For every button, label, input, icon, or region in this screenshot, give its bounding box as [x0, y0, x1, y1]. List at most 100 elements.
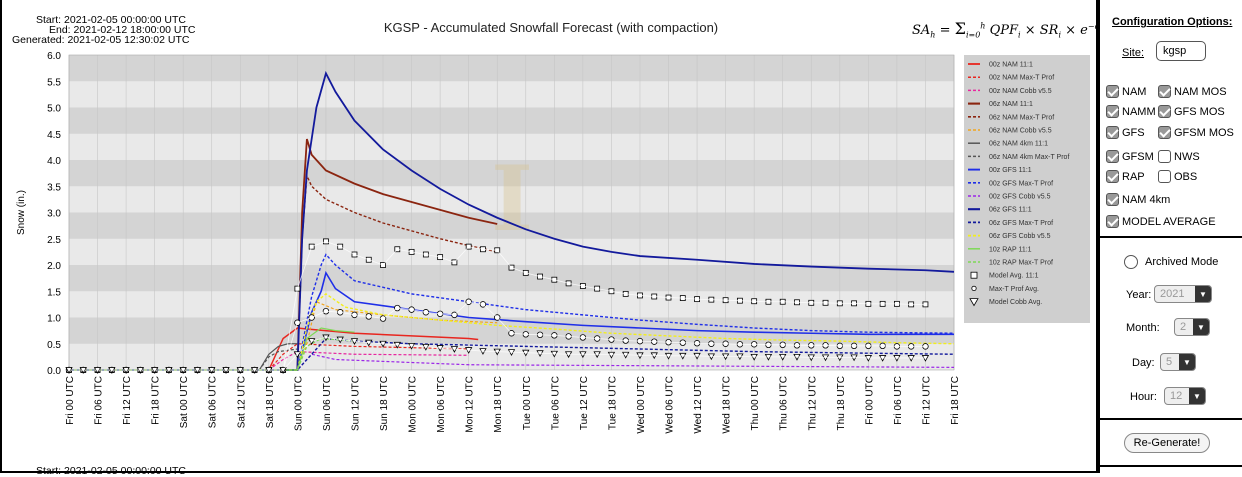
legend-label: 06z GFS 11:1 [989, 207, 1032, 214]
grid-band [69, 212, 954, 239]
model-toggle-label: MODEL AVERAGE [1122, 215, 1216, 228]
archived-mode-label: Archived Mode [1145, 256, 1219, 268]
model-toggle-gfs-mos[interactable]: GFS MOS [1158, 105, 1225, 118]
checkbox-icon[interactable] [1106, 150, 1119, 163]
checkbox-icon[interactable] [1106, 105, 1119, 118]
chevron-down-icon: ▼ [1189, 388, 1205, 404]
x-tick-label: Fri 18 UTC [950, 376, 961, 425]
year-select[interactable]: 2021 ▼ [1154, 285, 1212, 303]
divider [1100, 236, 1242, 238]
model-toggle-nam-4km[interactable]: NAM 4km [1106, 193, 1170, 206]
y-tick-label: 1.0 [47, 314, 61, 325]
legend-label: 10z RAP Max-T Prof [989, 260, 1053, 267]
x-tick-label: Fri 12 UTC [122, 376, 133, 425]
series-guide-line [69, 337, 926, 371]
x-tick-label: Wed 00 UTC [636, 376, 647, 434]
archived-mode-radio[interactable] [1124, 255, 1138, 269]
checkbox-icon[interactable] [1158, 85, 1171, 98]
series-line-06z-gfs-cobb-v5-5 [69, 292, 955, 371]
y-tick-label: 5.5 [47, 77, 61, 88]
config-title: Configuration Options: [1112, 16, 1233, 28]
x-tick-label: Tue 12 UTC [579, 376, 590, 430]
model-toggle-nam-mos[interactable]: NAM MOS [1158, 85, 1227, 98]
legend-label: 06z NAM 4km Max-T Prof [989, 154, 1069, 161]
y-tick-label: 5.0 [47, 104, 61, 115]
model-toggle-label: GFSM MOS [1174, 126, 1234, 139]
model-toggle-gfs[interactable]: GFS [1106, 126, 1145, 139]
hour-select[interactable]: 12 ▼ [1164, 387, 1206, 405]
x-tick-label: Mon 12 UTC [465, 376, 476, 433]
model-toggle-label: GFSM [1122, 150, 1154, 163]
x-tick-label: Wed 06 UTC [665, 376, 676, 434]
chevron-down-icon: ▼ [1195, 286, 1211, 302]
x-tick-label: Fri 00 UTC [864, 376, 875, 425]
day-select[interactable]: 5 ▼ [1160, 353, 1196, 371]
model-toggle-label: NWS [1174, 150, 1200, 163]
month-value: 2 [1180, 321, 1187, 333]
grid-band [69, 160, 954, 187]
checkbox-icon[interactable] [1158, 170, 1171, 183]
x-tick-label: Fri 00 UTC [65, 376, 76, 425]
legend-label: 06z NAM 11:1 [989, 101, 1033, 108]
x-tick-label: Tue 18 UTC [607, 376, 618, 430]
checkbox-icon[interactable] [1106, 215, 1119, 228]
legend-label: 00z GFS 11:1 [989, 167, 1032, 174]
checkbox-icon[interactable] [1158, 150, 1171, 163]
model-toggle-label: NAM [1122, 85, 1147, 98]
model-toggle-obs[interactable]: OBS [1158, 170, 1197, 183]
x-tick-label: Wed 18 UTC [722, 376, 733, 434]
legend-label: 06z NAM Cobb v5.5 [989, 128, 1052, 135]
model-toggle-label: GFS MOS [1174, 105, 1225, 118]
x-tick-label: Fri 06 UTC [94, 376, 105, 425]
start-time: Start: 2021-02-05 00:00:00 UTC [36, 14, 187, 26]
month-select[interactable]: 2 ▼ [1174, 318, 1210, 336]
year-value: 2021 [1160, 288, 1185, 300]
day-label: Day: [1132, 357, 1155, 369]
model-toggle-gfsm-mos[interactable]: GFSM MOS [1158, 126, 1234, 139]
series-line-06z-gfs-max-t-prof [69, 337, 955, 371]
model-toggle-gfsm[interactable]: GFSM [1106, 150, 1154, 163]
divider [1100, 418, 1242, 420]
configuration-panel: Configuration Options: Site: NAM NAM MOS N… [1098, 0, 1242, 473]
x-tick-label: Sun 00 UTC [293, 376, 304, 431]
divider [1100, 465, 1242, 467]
model-toggle-rap[interactable]: RAP [1106, 170, 1145, 183]
footer-start-time: Start: 2021-02-05 00:00:00 UTC [36, 465, 187, 477]
model-toggle-model-average[interactable]: MODEL AVERAGE [1106, 215, 1216, 228]
legend-box [964, 55, 1090, 323]
chart-title: KGSP - Accumulated Snowfall Forecast (wi… [383, 20, 719, 35]
legend-label: 00z NAM Max-T Prof [989, 75, 1054, 82]
checkbox-icon[interactable] [1106, 85, 1119, 98]
site-input[interactable] [1156, 41, 1206, 61]
checkbox-icon[interactable] [1158, 126, 1171, 139]
snowfall-chart: I 0.0 0.5 1.0 1.5 2.0 2.5 3.0 3.5 4.0 4.5 5.0 5.5 6.0… [16, 51, 1090, 434]
legend-label: 00z GFS Cobb v5.5 [989, 194, 1051, 201]
checkbox-icon[interactable] [1106, 126, 1119, 139]
x-tick-label: Fri 12 UTC [921, 376, 932, 425]
checkbox-icon[interactable] [1158, 105, 1171, 118]
x-tick-label: Sun 12 UTC [350, 376, 361, 431]
x-tick-label: Mon 18 UTC [493, 376, 504, 433]
legend-label: 06z NAM 4km 11:1 [989, 141, 1048, 148]
legend-label: 00z NAM 11:1 [989, 62, 1033, 69]
archived-mode-toggle[interactable]: Archived Mode [1124, 255, 1218, 269]
y-tick-label: 3.0 [47, 209, 61, 220]
model-toggle-nws[interactable]: NWS [1158, 150, 1200, 163]
year-label: Year: [1126, 289, 1152, 301]
checkbox-icon[interactable] [1106, 193, 1119, 206]
model-toggle-nam[interactable]: NAM [1106, 85, 1146, 98]
checkbox-icon[interactable] [1106, 170, 1119, 183]
legend-label: 06z GFS Max-T Prof [989, 220, 1053, 227]
model-toggle-namm[interactable]: NAMM [1106, 105, 1156, 118]
y-tick-label: 0.0 [47, 366, 61, 377]
grid-band [69, 55, 954, 82]
regenerate-button[interactable]: Re-Generate! [1124, 433, 1210, 453]
x-tick-label: Sun 06 UTC [322, 376, 333, 431]
x-tick-label: Sat 00 UTC [179, 376, 190, 428]
y-tick-label: 4.0 [47, 156, 61, 167]
series-line-00z-gfs-11-1 [69, 270, 954, 371]
x-tick-label: Fri 18 UTC [151, 376, 162, 425]
x-tick-label: Sat 12 UTC [236, 376, 247, 428]
x-tick-label: Mon 06 UTC [436, 376, 447, 433]
legend-label: Max-T Prof Avg. [989, 286, 1039, 293]
